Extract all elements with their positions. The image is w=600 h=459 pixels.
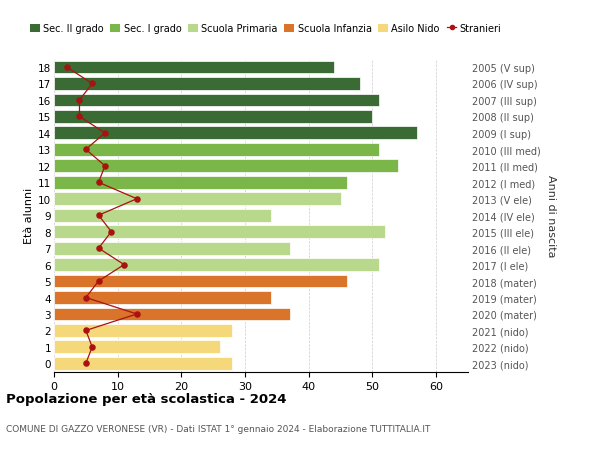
Bar [54,193,341,206]
Point [107,229,116,236]
Point [81,360,91,367]
Point [74,97,84,104]
Bar [54,308,290,321]
Legend: Sec. II grado, Sec. I grado, Scuola Primaria, Scuola Infanzia, Asilo Nido, Stran: Sec. II grado, Sec. I grado, Scuola Prim… [30,24,502,34]
Point [81,294,91,302]
Point [94,179,103,186]
Bar [54,275,347,288]
Point [88,343,97,351]
Text: COMUNE DI GAZZO VERONESE (VR) - Dati ISTAT 1° gennaio 2024 - Elaborazione TUTTIT: COMUNE DI GAZZO VERONESE (VR) - Dati IST… [6,425,430,434]
Bar [54,78,360,91]
Bar [54,209,271,222]
Point [100,130,110,137]
Bar [54,176,347,189]
Point [74,113,84,121]
Point [88,81,97,88]
Bar [54,357,232,370]
Point [119,261,129,269]
Bar [54,111,373,123]
Bar [54,341,220,353]
Bar [54,144,379,157]
Point [81,146,91,154]
Point [81,327,91,335]
Y-axis label: Anni di nascita: Anni di nascita [547,174,556,257]
Bar [54,291,271,304]
Point [94,212,103,219]
Bar [54,62,334,74]
Y-axis label: Età alunni: Età alunni [24,188,34,244]
Bar [54,258,379,271]
Bar [54,127,417,140]
Point [94,245,103,252]
Bar [54,95,379,107]
Text: Popolazione per età scolastica - 2024: Popolazione per età scolastica - 2024 [6,392,287,405]
Point [94,278,103,285]
Bar [54,226,385,239]
Bar [54,160,398,173]
Point [132,196,142,203]
Point [132,311,142,318]
Point [100,163,110,170]
Bar [54,242,290,255]
Bar [54,325,232,337]
Point [62,64,71,72]
